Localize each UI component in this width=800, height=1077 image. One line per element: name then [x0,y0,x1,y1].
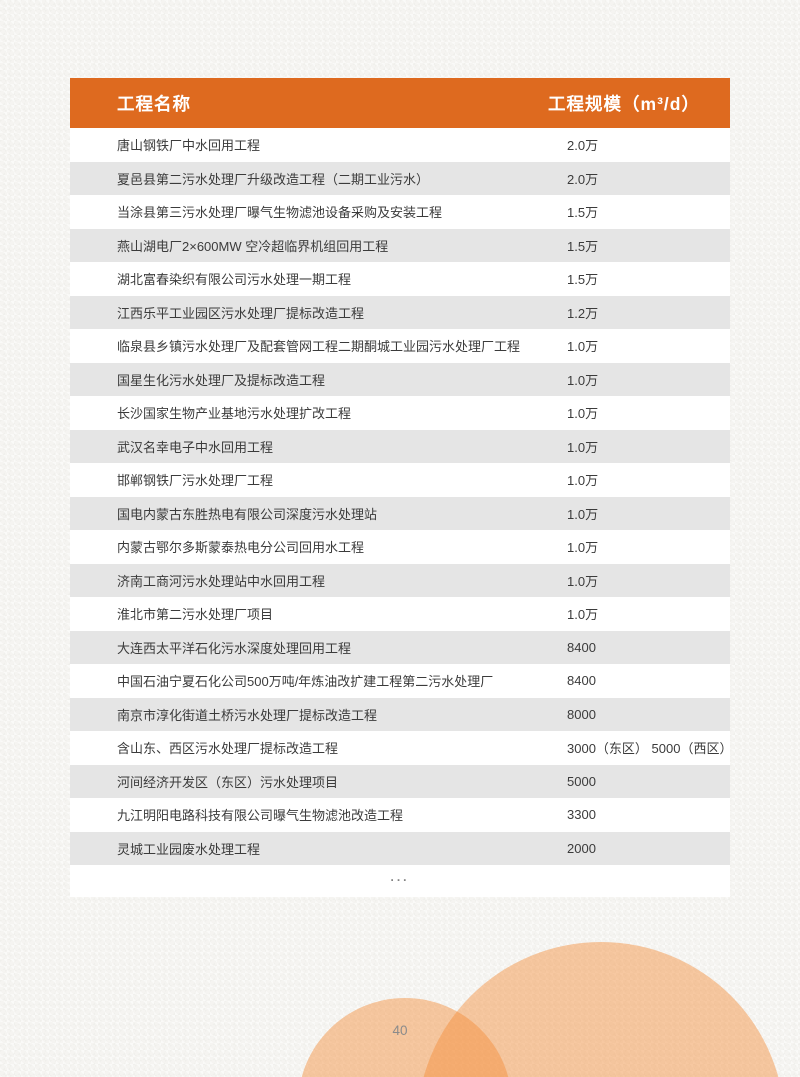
table-ellipsis-row: ... [70,865,730,897]
project-scale-cell: 8400 [567,673,596,689]
project-scale-cell: 8400 [567,639,596,655]
project-name-cell: 河间经济开发区（东区）污水处理项目 [117,774,339,790]
table-row: 江西乐平工业园区污水处理厂提标改造工程 1.2万 [70,295,730,329]
project-scale-cell: 1.0万 [567,339,599,355]
project-scale-cell: 2.0万 [567,138,599,154]
project-scale-cell: 1.5万 [567,272,599,288]
project-scale-cell: 1.0万 [567,473,599,489]
column-header-project-scale: 工程规模（m³/d） [548,93,700,114]
project-scale-cell: 3300 [567,807,596,823]
table-row: 夏邑县第二污水处理厂升级改造工程（二期工业污水） 2.0万 [70,161,730,195]
table-row: 含山东、西区污水处理厂提标改造工程 3000（东区） 5000（西区） [70,731,733,765]
table-row: 当涂县第三污水处理厂曝气生物滤池设备采购及安装工程 1.5万 [70,195,730,229]
project-scale-cell: 1.0万 [567,506,599,522]
project-name-cell: 九江明阳电路科技有限公司曝气生物滤池改造工程 [117,808,404,824]
project-scale-cell: 1.5万 [567,238,599,254]
project-name-cell: 国星生化污水处理厂及提标改造工程 [117,372,326,388]
project-scale-cell: 8000 [567,706,596,722]
project-name-cell: 邯郸钢铁厂污水处理厂工程 [117,473,274,489]
project-name-cell: 淮北市第二污水处理厂项目 [117,607,274,623]
project-scale-cell: 2.0万 [567,171,599,187]
project-name-cell: 国电内蒙古东胜热电有限公司深度污水处理站 [117,506,378,522]
table-row: 湖北富春染织有限公司污水处理一期工程 1.5万 [70,262,730,296]
table-row: 燕山湖电厂2×600MW 空冷超临界机组回用工程 1.5万 [70,228,730,262]
table-row: 邯郸钢铁厂污水处理厂工程 1.0万 [70,463,730,497]
project-name-cell: 大连西太平洋石化污水深度处理回用工程 [117,640,352,656]
project-name-cell: 中国石油宁夏石化公司500万吨/年炼油改扩建工程第二污水处理厂 [117,674,494,690]
table-row: 内蒙古鄂尔多斯蒙泰热电分公司回用水工程 1.0万 [70,530,730,564]
project-name-cell: 含山东、西区污水处理厂提标改造工程 [117,741,339,757]
project-name-cell: 灵城工业园废水处理工程 [117,841,261,857]
project-name-cell: 临泉县乡镇污水处理厂及配套管网工程二期酮城工业园污水处理厂工程 [117,339,521,355]
project-name-cell: 当涂县第三污水处理厂曝气生物滤池设备采购及安装工程 [117,205,443,221]
column-header-project-name: 工程名称 [117,93,191,114]
project-name-cell: 湖北富春染织有限公司污水处理一期工程 [117,272,352,288]
project-name-cell: 燕山湖电厂2×600MW 空冷超临界机组回用工程 [117,238,389,254]
project-name-cell: 南京市淳化街道土桥污水处理厂提标改造工程 [117,707,378,723]
table-row: 国电内蒙古东胜热电有限公司深度污水处理站 1.0万 [70,496,730,530]
table-row: 中国石油宁夏石化公司500万吨/年炼油改扩建工程第二污水处理厂 8400 [70,664,730,698]
table-row: 临泉县乡镇污水处理厂及配套管网工程二期酮城工业园污水处理厂工程 1.0万 [70,329,730,363]
table-row: 大连西太平洋石化污水深度处理回用工程 8400 [70,630,730,664]
page-number: 40 [392,1023,408,1038]
table-row: 国星生化污水处理厂及提标改造工程 1.0万 [70,362,730,396]
table-body: 唐山钢铁厂中水回用工程 2.0万 夏邑县第二污水处理厂升级改造工程（二期工业污水… [70,128,733,865]
project-scale-cell: 3000（东区） 5000（西区） [567,741,733,757]
table-row: 灵城工业园废水处理工程 2000 [70,831,730,865]
table-row: 南京市淳化街道土桥污水处理厂提标改造工程 8000 [70,697,730,731]
project-scale-cell: 1.0万 [567,439,599,455]
table-row: 河间经济开发区（东区）污水处理项目 5000 [70,764,730,798]
table-row: 济南工商河污水处理站中水回用工程 1.0万 [70,563,730,597]
table-header-row: 工程名称 工程规模（m³/d） [70,78,730,128]
project-scale-cell: 1.0万 [567,540,599,556]
project-scale-cell: 2000 [567,840,596,856]
project-name-cell: 武汉名幸电子中水回用工程 [117,439,274,455]
project-scale-cell: 1.0万 [567,372,599,388]
table-row: 长沙国家生物产业基地污水处理扩改工程 1.0万 [70,396,730,430]
project-name-cell: 江西乐平工业园区污水处理厂提标改造工程 [117,305,365,321]
project-name-cell: 济南工商河污水处理站中水回用工程 [117,573,326,589]
table-row: 武汉名幸电子中水回用工程 1.0万 [70,429,730,463]
table-row: 唐山钢铁厂中水回用工程 2.0万 [70,128,730,162]
table-row: 九江明阳电路科技有限公司曝气生物滤池改造工程 3300 [70,798,730,832]
project-scale-cell: 1.5万 [567,205,599,221]
project-scale-cell: 1.0万 [567,406,599,422]
project-scale-cell: 1.2万 [567,305,599,321]
decorative-circle-large [417,942,785,1077]
project-name-cell: 内蒙古鄂尔多斯蒙泰热电分公司回用水工程 [117,540,365,556]
table-row: 淮北市第二污水处理厂项目 1.0万 [70,597,730,631]
project-scale-cell: 5000 [567,773,596,789]
projects-table: 工程名称 工程规模（m³/d） 唐山钢铁厂中水回用工程 2.0万 夏邑县第二污水… [70,78,733,897]
project-name-cell: 唐山钢铁厂中水回用工程 [117,138,261,154]
project-name-cell: 长沙国家生物产业基地污水处理扩改工程 [117,406,352,422]
project-scale-cell: 1.0万 [567,607,599,623]
project-name-cell: 夏邑县第二污水处理厂升级改造工程（二期工业污水） [117,171,430,187]
project-scale-cell: 1.0万 [567,573,599,589]
